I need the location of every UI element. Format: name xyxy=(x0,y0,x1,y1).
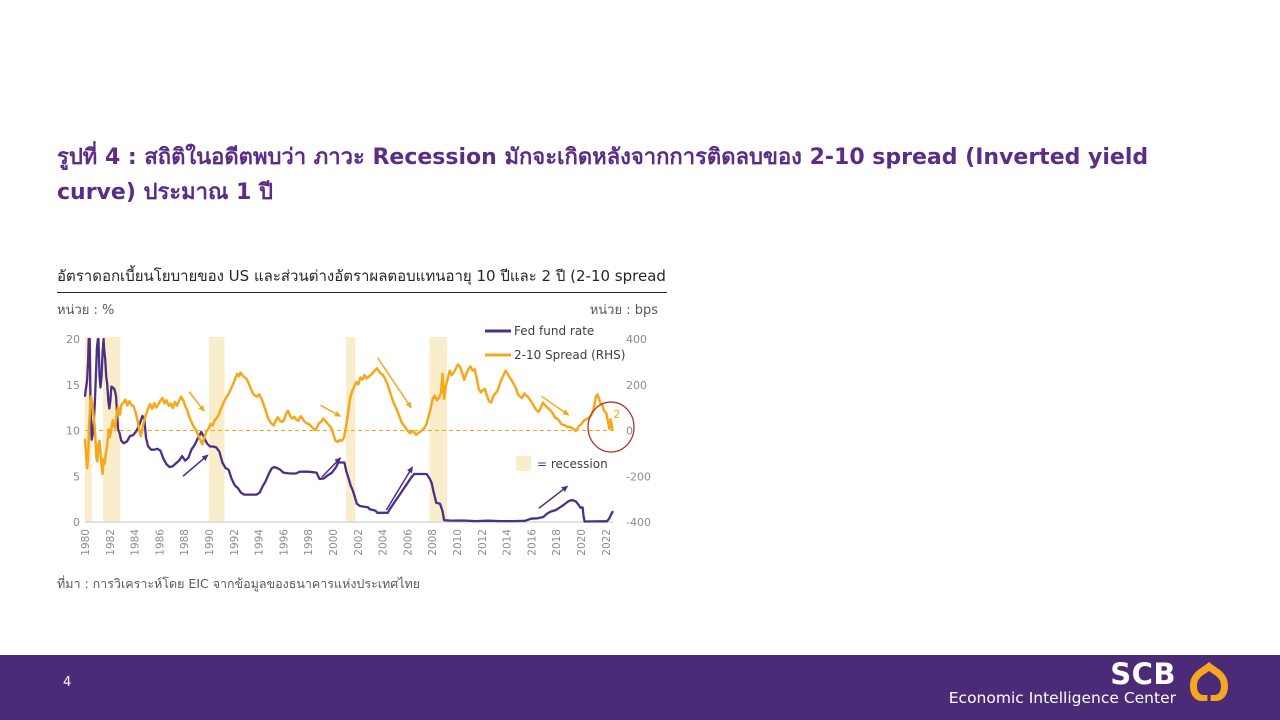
fed-up-arrow xyxy=(385,466,414,511)
spread-down-arrow xyxy=(377,357,412,409)
x-axis-tick-label: 1994 xyxy=(254,529,266,556)
left-axis-tick-label: 15 xyxy=(66,379,80,392)
right-axis-tick-label: -400 xyxy=(626,516,651,529)
source-note: ที่มา : การวิเคราะห์โดย EIC จากข้อมูลของ… xyxy=(57,576,421,591)
chart-block: อัตราดอกเบี้ยนโยบายของ US และส่วนต่างอัต… xyxy=(57,264,682,578)
spread-line xyxy=(83,363,614,476)
scb-brand-subtitle: Economic Intelligence Center xyxy=(948,689,1176,707)
left-axis-tick-label: 10 xyxy=(66,425,80,438)
right-axis-tick-label: 400 xyxy=(626,333,647,346)
scb-brand-name: SCB xyxy=(1110,657,1176,691)
spread-down-arrow xyxy=(320,404,342,417)
spread-end-value-label: 2 xyxy=(613,408,620,421)
x-axis-tick-label: 2016 xyxy=(526,529,538,556)
fed-up-arrow xyxy=(538,485,569,509)
recession-bands xyxy=(84,337,448,522)
x-axis-tick-label: 1984 xyxy=(130,529,142,556)
chart-area: 0 5 10 15 20 400 200 0 -200 -400 1980 1982 1984 1986 1… xyxy=(57,322,682,578)
x-axis-tick-label: 2002 xyxy=(353,529,365,556)
x-axis-tick-label: 1996 xyxy=(278,529,290,556)
left-axis-tick-label: 0 xyxy=(73,516,80,529)
x-axis-tick-label: 1988 xyxy=(179,529,191,556)
fed-up-arrow xyxy=(182,454,209,477)
left-axis-tick-label: 5 xyxy=(73,470,80,483)
x-axis-tick-label: 2018 xyxy=(551,529,563,556)
x-axis-tick-label: 2006 xyxy=(402,529,414,556)
x-axis-tick-label: 2010 xyxy=(452,529,464,556)
right-axis-tick-label: -200 xyxy=(626,470,651,483)
scb-brand-text: SCB Economic Intelligence Center xyxy=(948,657,1176,708)
axis-units-row: หน่วย : % หน่วย : bps xyxy=(57,299,658,320)
recession-band xyxy=(429,337,448,522)
chart-title: อัตราดอกเบี้ยนโยบายของ US และส่วนต่างอัต… xyxy=(57,264,667,293)
x-axis-tick-label: 1986 xyxy=(154,529,166,556)
footer-bar: 4 SCB Economic Intelligence Center xyxy=(0,655,1280,720)
x-axis-tick-label: 1990 xyxy=(204,529,216,556)
x-axis-tick-label: 2004 xyxy=(378,529,390,556)
x-axis-tick-label: 1992 xyxy=(229,529,241,556)
left-axis-tick-label: 20 xyxy=(66,333,80,346)
x-axis-ticks: 1980 1982 1984 1986 1988 1990 1992 1994 1996 1998… xyxy=(80,529,613,556)
spread-down-arrow xyxy=(540,395,570,416)
page-number: 4 xyxy=(63,675,72,690)
x-axis-tick-label: 2020 xyxy=(576,529,588,556)
fed-fund-rate-line xyxy=(83,337,614,523)
scb-brand-block: SCB Economic Intelligence Center xyxy=(949,660,1232,707)
trend-arrows xyxy=(182,357,570,511)
x-axis-tick-label: 1980 xyxy=(80,529,92,556)
x-axis-tick-label: 1998 xyxy=(303,529,315,556)
fed-up-arrow xyxy=(321,457,342,478)
recession-legend-swatch xyxy=(516,456,531,471)
highlight-circle xyxy=(587,401,635,453)
x-axis-tick-label: 2022 xyxy=(601,529,613,556)
left-axis-ticks: 0 5 10 15 20 xyxy=(66,333,80,529)
right-axis-tick-label: 0 xyxy=(626,425,633,438)
scb-logo-icon xyxy=(1190,662,1228,702)
legend: Fed fund rate 2-10 Spread (RHS) xyxy=(485,324,625,362)
legend-fed-label: Fed fund rate xyxy=(514,324,594,338)
right-axis-unit-label: หน่วย : bps xyxy=(589,303,658,318)
recession-legend: = recession xyxy=(516,456,608,471)
legend-spread-label: 2-10 Spread (RHS) xyxy=(514,348,625,362)
recession-legend-label: = recession xyxy=(537,457,608,471)
x-axis-tick-label: 2008 xyxy=(427,529,439,556)
recession-band xyxy=(209,337,225,522)
recession-band xyxy=(346,337,356,522)
x-axis-tick-label: 2000 xyxy=(328,529,340,556)
x-axis-tick-label: 2014 xyxy=(502,529,514,556)
x-axis-tick-label: 1982 xyxy=(105,529,117,556)
x-axis-tick-label: 2012 xyxy=(477,529,489,556)
right-axis-ticks: 400 200 0 -200 -400 xyxy=(626,333,651,529)
right-axis-tick-label: 200 xyxy=(626,379,647,392)
slide-title: รูปที่ 4 : สถิติในอดีตพบว่า ภาวะ Recessi… xyxy=(57,145,1149,206)
spread-down-arrow xyxy=(188,391,205,412)
left-axis-unit-label: หน่วย : % xyxy=(57,303,115,318)
